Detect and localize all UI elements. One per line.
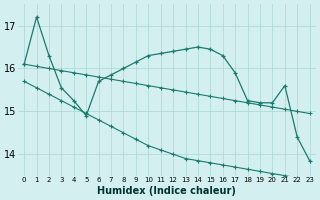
X-axis label: Humidex (Indice chaleur): Humidex (Indice chaleur): [98, 186, 236, 196]
